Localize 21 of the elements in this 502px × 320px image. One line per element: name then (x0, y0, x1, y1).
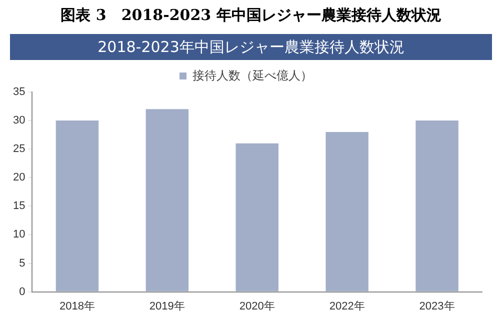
chart-subtitle: 2018-2023年中国レジャー農業接待人数状況 (10, 34, 492, 60)
y-tick-label: 25 (12, 143, 26, 156)
bar (416, 120, 458, 292)
x-tick-label: 2019年 (149, 300, 185, 312)
bar (146, 109, 189, 292)
x-tick-label: 2023年 (419, 300, 455, 312)
x-tick-label: 2020年 (239, 300, 275, 312)
x-tick-label: 2018年 (59, 300, 95, 312)
y-tick-label: 35 (12, 86, 26, 98)
bar (236, 143, 278, 292)
y-tick-label: 15 (12, 200, 26, 212)
y-tick-label: 30 (12, 114, 26, 127)
y-tick-label: 20 (12, 172, 26, 184)
chart-title: 图表 3 2018-2023 年中国レジャー農業接待人数状況 (60, 5, 442, 26)
bar (56, 120, 99, 292)
y-tick-label: 5 (19, 257, 26, 270)
legend-label: 接待人数（延べ億人） (192, 68, 312, 82)
x-tick-label: 2022年 (329, 300, 365, 312)
y-tick-label: 0 (19, 286, 26, 298)
bar (326, 132, 368, 292)
y-tick-label: 10 (12, 228, 26, 241)
